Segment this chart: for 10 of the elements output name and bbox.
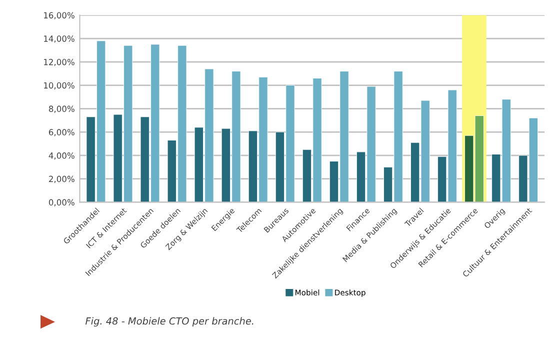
y-tick-label: 8,00%	[48, 106, 74, 113]
y-tick-label: 6,00%	[49, 129, 74, 136]
y-tick-label: 14,00%	[44, 36, 74, 43]
y-tick-label: 10,00%	[44, 82, 74, 90]
y-tick-label: 2,00%	[49, 176, 74, 183]
y-tick-label: 0,00%	[48, 199, 74, 206]
y-tick-label: 16,00%	[44, 12, 74, 20]
y-tick-label: 12,00%	[44, 58, 74, 66]
y-tick-label: 4,00%	[48, 152, 74, 160]
caption: Fig. 48 - Mobiele CTO per branche.	[86, 317, 254, 327]
